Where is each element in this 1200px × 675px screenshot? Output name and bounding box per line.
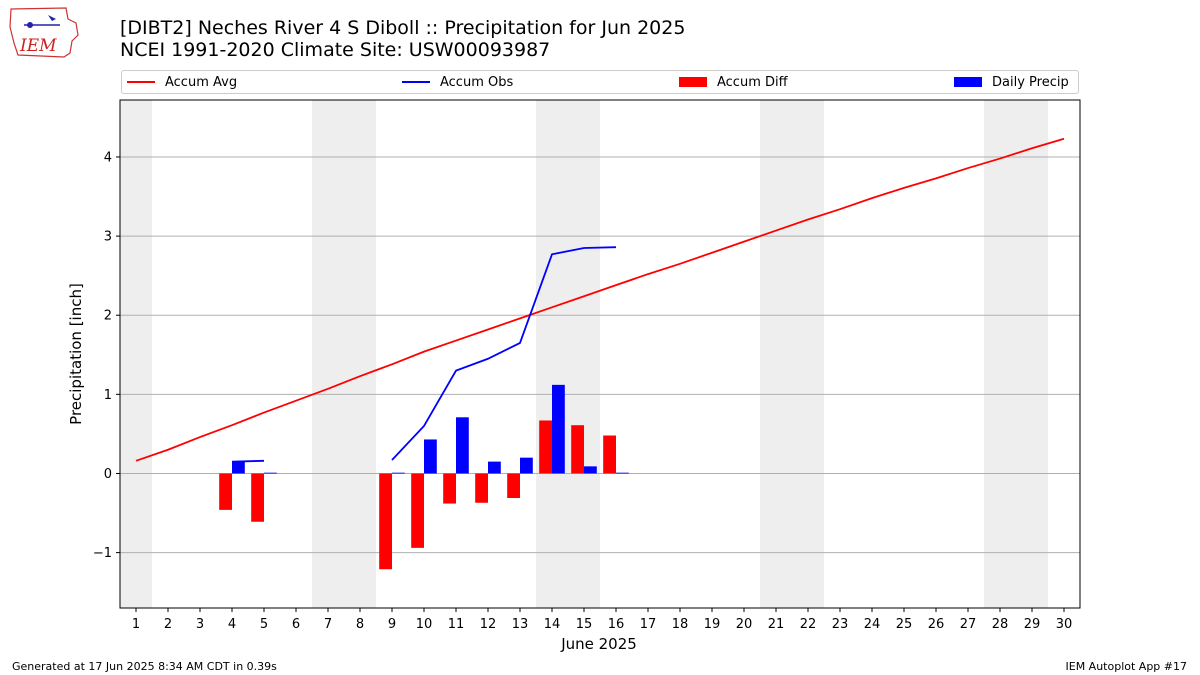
x-tick-label-20: 20 — [736, 617, 753, 632]
legend-swatch-accum-avg — [127, 80, 155, 83]
x-tick-label-12: 12 — [480, 617, 497, 632]
legend-item-accum-diff: Accum Diff — [679, 74, 788, 92]
bar-accum-diff-day-13 — [507, 473, 520, 499]
x-tick-label-18: 18 — [672, 617, 689, 632]
line-accum-obs-segment-0 — [231, 459, 265, 463]
bar-daily-precip-day-9 — [392, 472, 405, 474]
x-tick-label-4: 4 — [228, 617, 236, 632]
x-tick-label-6: 6 — [292, 617, 300, 632]
bar-accum-diff-day-9 — [379, 473, 392, 570]
weekend-shade-4 — [984, 100, 1048, 608]
chart-legend: Accum Avg Accum Obs Accum Diff Daily Pre… — [121, 70, 1079, 94]
legend-item-accum-obs: Accum Obs — [402, 74, 513, 92]
logo-text: IEM — [19, 36, 57, 56]
bar-daily-precip-day-4 — [232, 461, 245, 474]
legend-label-accum-obs: Accum Obs — [440, 75, 514, 90]
bar-accum-diff-day-11 — [443, 473, 456, 504]
y-axis-label: Precipitation [inch] — [67, 283, 85, 425]
x-tick-label-24: 24 — [864, 617, 881, 632]
x-axis-label: June 2025 — [560, 635, 637, 653]
chart-subtitle: NCEI 1991-2020 Climate Site: USW00093987 — [120, 39, 551, 61]
legend-item-accum-avg: Accum Avg — [127, 74, 237, 92]
legend-item-daily-precip: Daily Precip — [954, 74, 1069, 92]
x-tick-label-21: 21 — [768, 617, 785, 632]
footer-generated: Generated at 17 Jun 2025 8:34 AM CDT in … — [12, 660, 277, 673]
x-tick-label-14: 14 — [544, 617, 561, 632]
x-tick-label-3: 3 — [196, 617, 204, 632]
x-tick-label-29: 29 — [1024, 617, 1041, 632]
x-tick-label-9: 9 — [388, 617, 396, 632]
y-tick-label-4: 4 — [104, 150, 112, 165]
x-tick-label-5: 5 — [260, 617, 268, 632]
y-tick-label-3: 3 — [104, 230, 112, 245]
x-tick-label-26: 26 — [928, 617, 945, 632]
x-tick-label-30: 30 — [1056, 617, 1073, 632]
y-tick-label-0: 0 — [104, 467, 112, 482]
x-tick-label-22: 22 — [800, 617, 817, 632]
plot-frame — [119, 99, 1081, 609]
line-accum-avg — [135, 137, 1065, 462]
legend-label-accum-avg: Accum Avg — [165, 75, 238, 90]
y-tick-label-1: 1 — [104, 388, 112, 403]
x-tick-label-19: 19 — [704, 617, 721, 632]
x-tick-label-7: 7 — [324, 617, 332, 632]
legend-swatch-accum-diff — [679, 76, 707, 87]
x-tick-label-27: 27 — [960, 617, 977, 632]
bar-daily-precip-day-13 — [520, 457, 533, 474]
bar-accum-diff-day-15 — [571, 425, 584, 474]
bar-accum-diff-day-10 — [411, 473, 424, 548]
x-tick-label-10: 10 — [416, 617, 433, 632]
iem-logo: IEM — [8, 5, 80, 59]
bar-accum-diff-day-4 — [219, 473, 232, 510]
x-tick-label-15: 15 — [576, 617, 593, 632]
x-tick-label-8: 8 — [356, 617, 364, 632]
bar-daily-precip-day-16 — [616, 472, 629, 474]
x-tick-label-28: 28 — [992, 617, 1009, 632]
x-tick-label-1: 1 — [132, 617, 140, 632]
x-tick-label-11: 11 — [448, 617, 465, 632]
x-tick-label-16: 16 — [608, 617, 625, 632]
bar-accum-diff-day-16 — [603, 435, 616, 474]
legend-label-accum-diff: Accum Diff — [717, 75, 788, 90]
bar-daily-precip-day-11 — [456, 417, 469, 474]
y-tick-label-2: 2 — [104, 309, 112, 324]
x-tick-label-2: 2 — [164, 617, 172, 632]
bar-daily-precip-day-14 — [552, 384, 565, 474]
weekend-shade-1 — [312, 100, 376, 608]
bar-daily-precip-day-12 — [488, 461, 501, 474]
footer-app: IEM Autoplot App #17 — [1065, 660, 1188, 673]
line-accum-obs-segment-1 — [391, 246, 617, 461]
bar-accum-diff-day-5 — [251, 473, 264, 522]
x-tick-label-25: 25 — [896, 617, 913, 632]
x-tick-label-17: 17 — [640, 617, 657, 632]
legend-label-daily-precip: Daily Precip — [992, 75, 1069, 90]
bar-accum-diff-day-12 — [475, 473, 488, 503]
y-tick-label--1: −1 — [93, 546, 112, 561]
weekend-shade-2 — [536, 100, 600, 608]
weekend-shade-0 — [120, 100, 152, 608]
bar-accum-diff-day-14 — [539, 420, 552, 474]
chart-title: [DIBT2] Neches River 4 S Diboll :: Preci… — [120, 17, 686, 39]
bar-daily-precip-day-5 — [264, 472, 277, 474]
weekend-shade-3 — [760, 100, 824, 608]
x-tick-label-23: 23 — [832, 617, 849, 632]
bar-daily-precip-day-15 — [584, 466, 597, 474]
bar-daily-precip-day-10 — [424, 439, 437, 474]
legend-swatch-accum-obs — [402, 80, 430, 83]
x-tick-label-13: 13 — [512, 617, 529, 632]
legend-swatch-daily-precip — [954, 76, 982, 87]
